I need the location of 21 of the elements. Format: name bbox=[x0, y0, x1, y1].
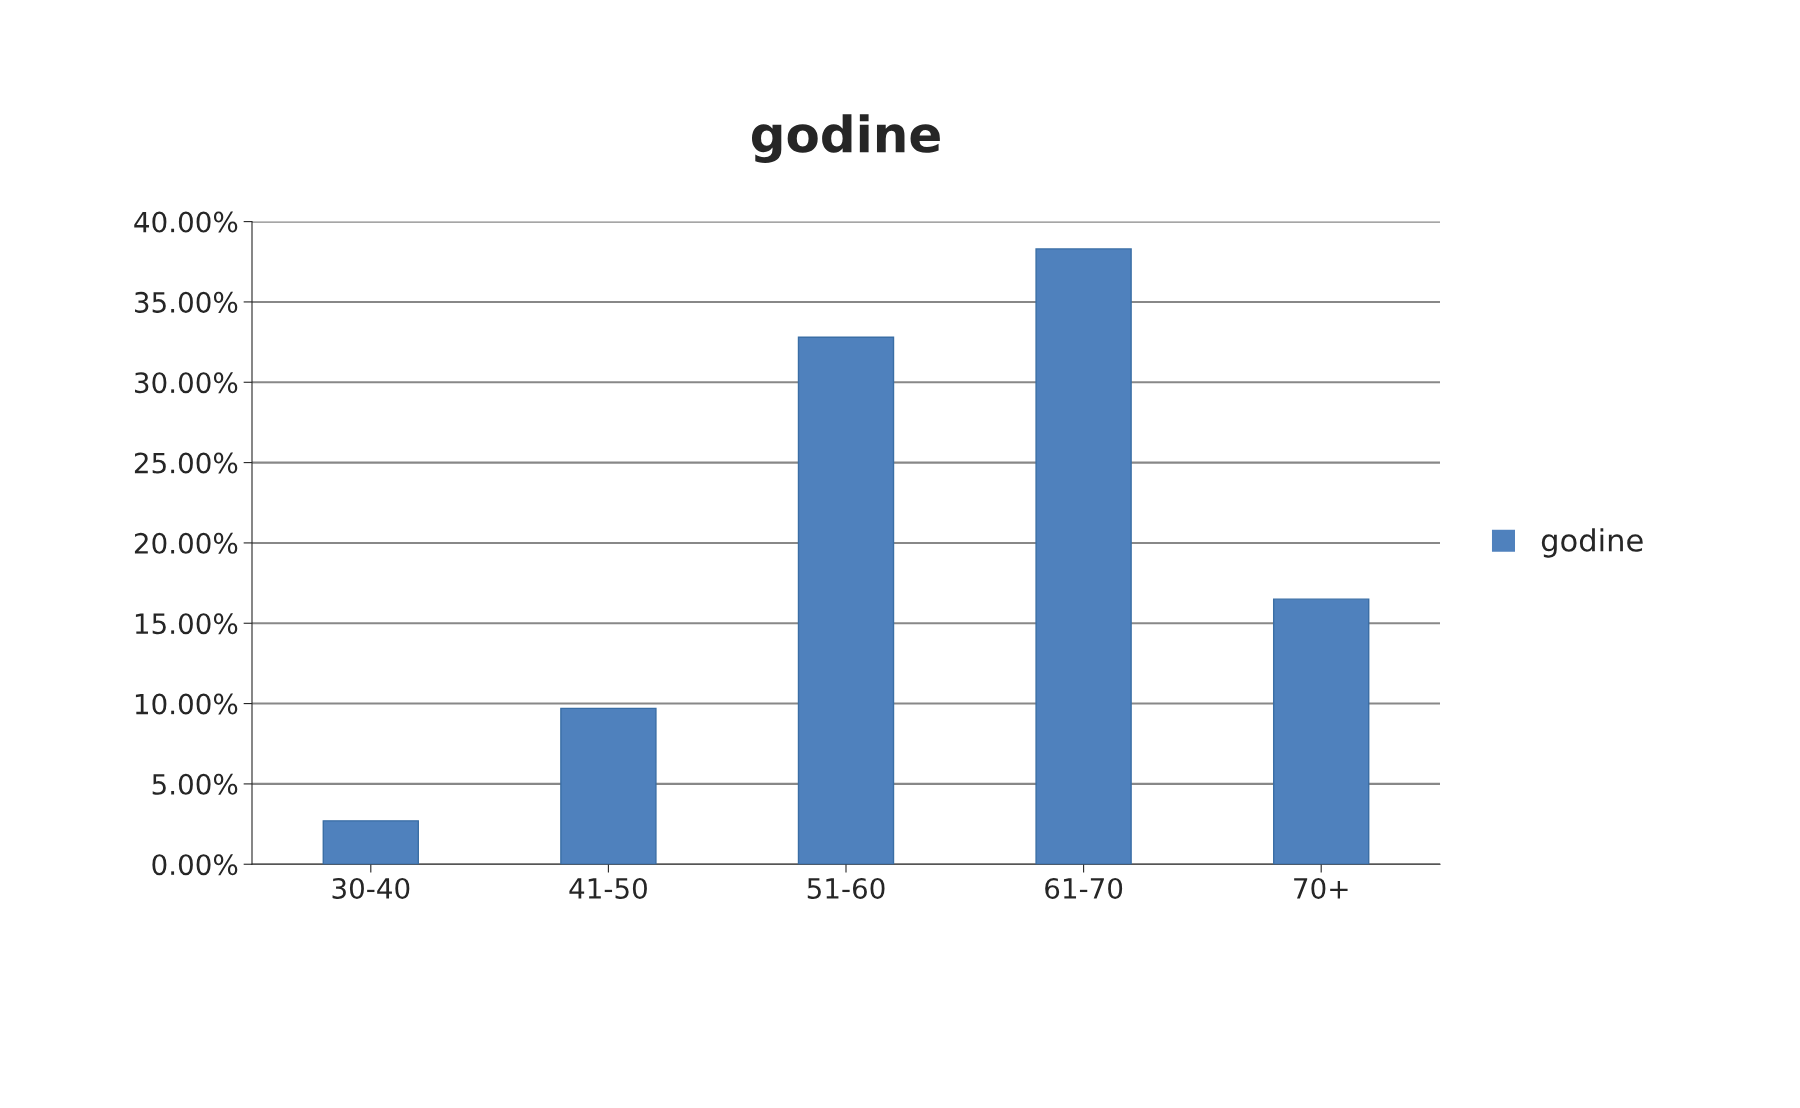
y-tick-label: 25.00% bbox=[134, 452, 238, 474]
y-tick-label: 30.00% bbox=[135, 372, 238, 394]
x-tick-label: 41-50 bbox=[569, 877, 647, 899]
y-tick-label: 35.00% bbox=[135, 291, 238, 313]
bar bbox=[797, 336, 895, 865]
y-tick-label: 20.00% bbox=[134, 532, 238, 554]
y-tick-label: 10.00% bbox=[135, 693, 238, 715]
y-tick-label: 5.00% bbox=[152, 773, 238, 795]
x-tick-label: 70+ bbox=[1294, 877, 1348, 899]
bar bbox=[560, 707, 657, 865]
bar bbox=[1035, 248, 1132, 865]
x-tick-label: 30-40 bbox=[332, 877, 410, 899]
y-tick-label: 0.00% bbox=[152, 854, 238, 876]
chart-title: godine bbox=[751, 114, 940, 163]
legend-label: godine bbox=[1541, 528, 1643, 558]
x-tick-label: 61-70 bbox=[1045, 877, 1123, 899]
y-tick-label: 40.00% bbox=[134, 211, 238, 233]
y-tick-label: 15.00% bbox=[135, 613, 238, 635]
bar bbox=[322, 820, 420, 865]
bar bbox=[1272, 598, 1370, 865]
x-tick-label: 51-60 bbox=[807, 877, 885, 899]
